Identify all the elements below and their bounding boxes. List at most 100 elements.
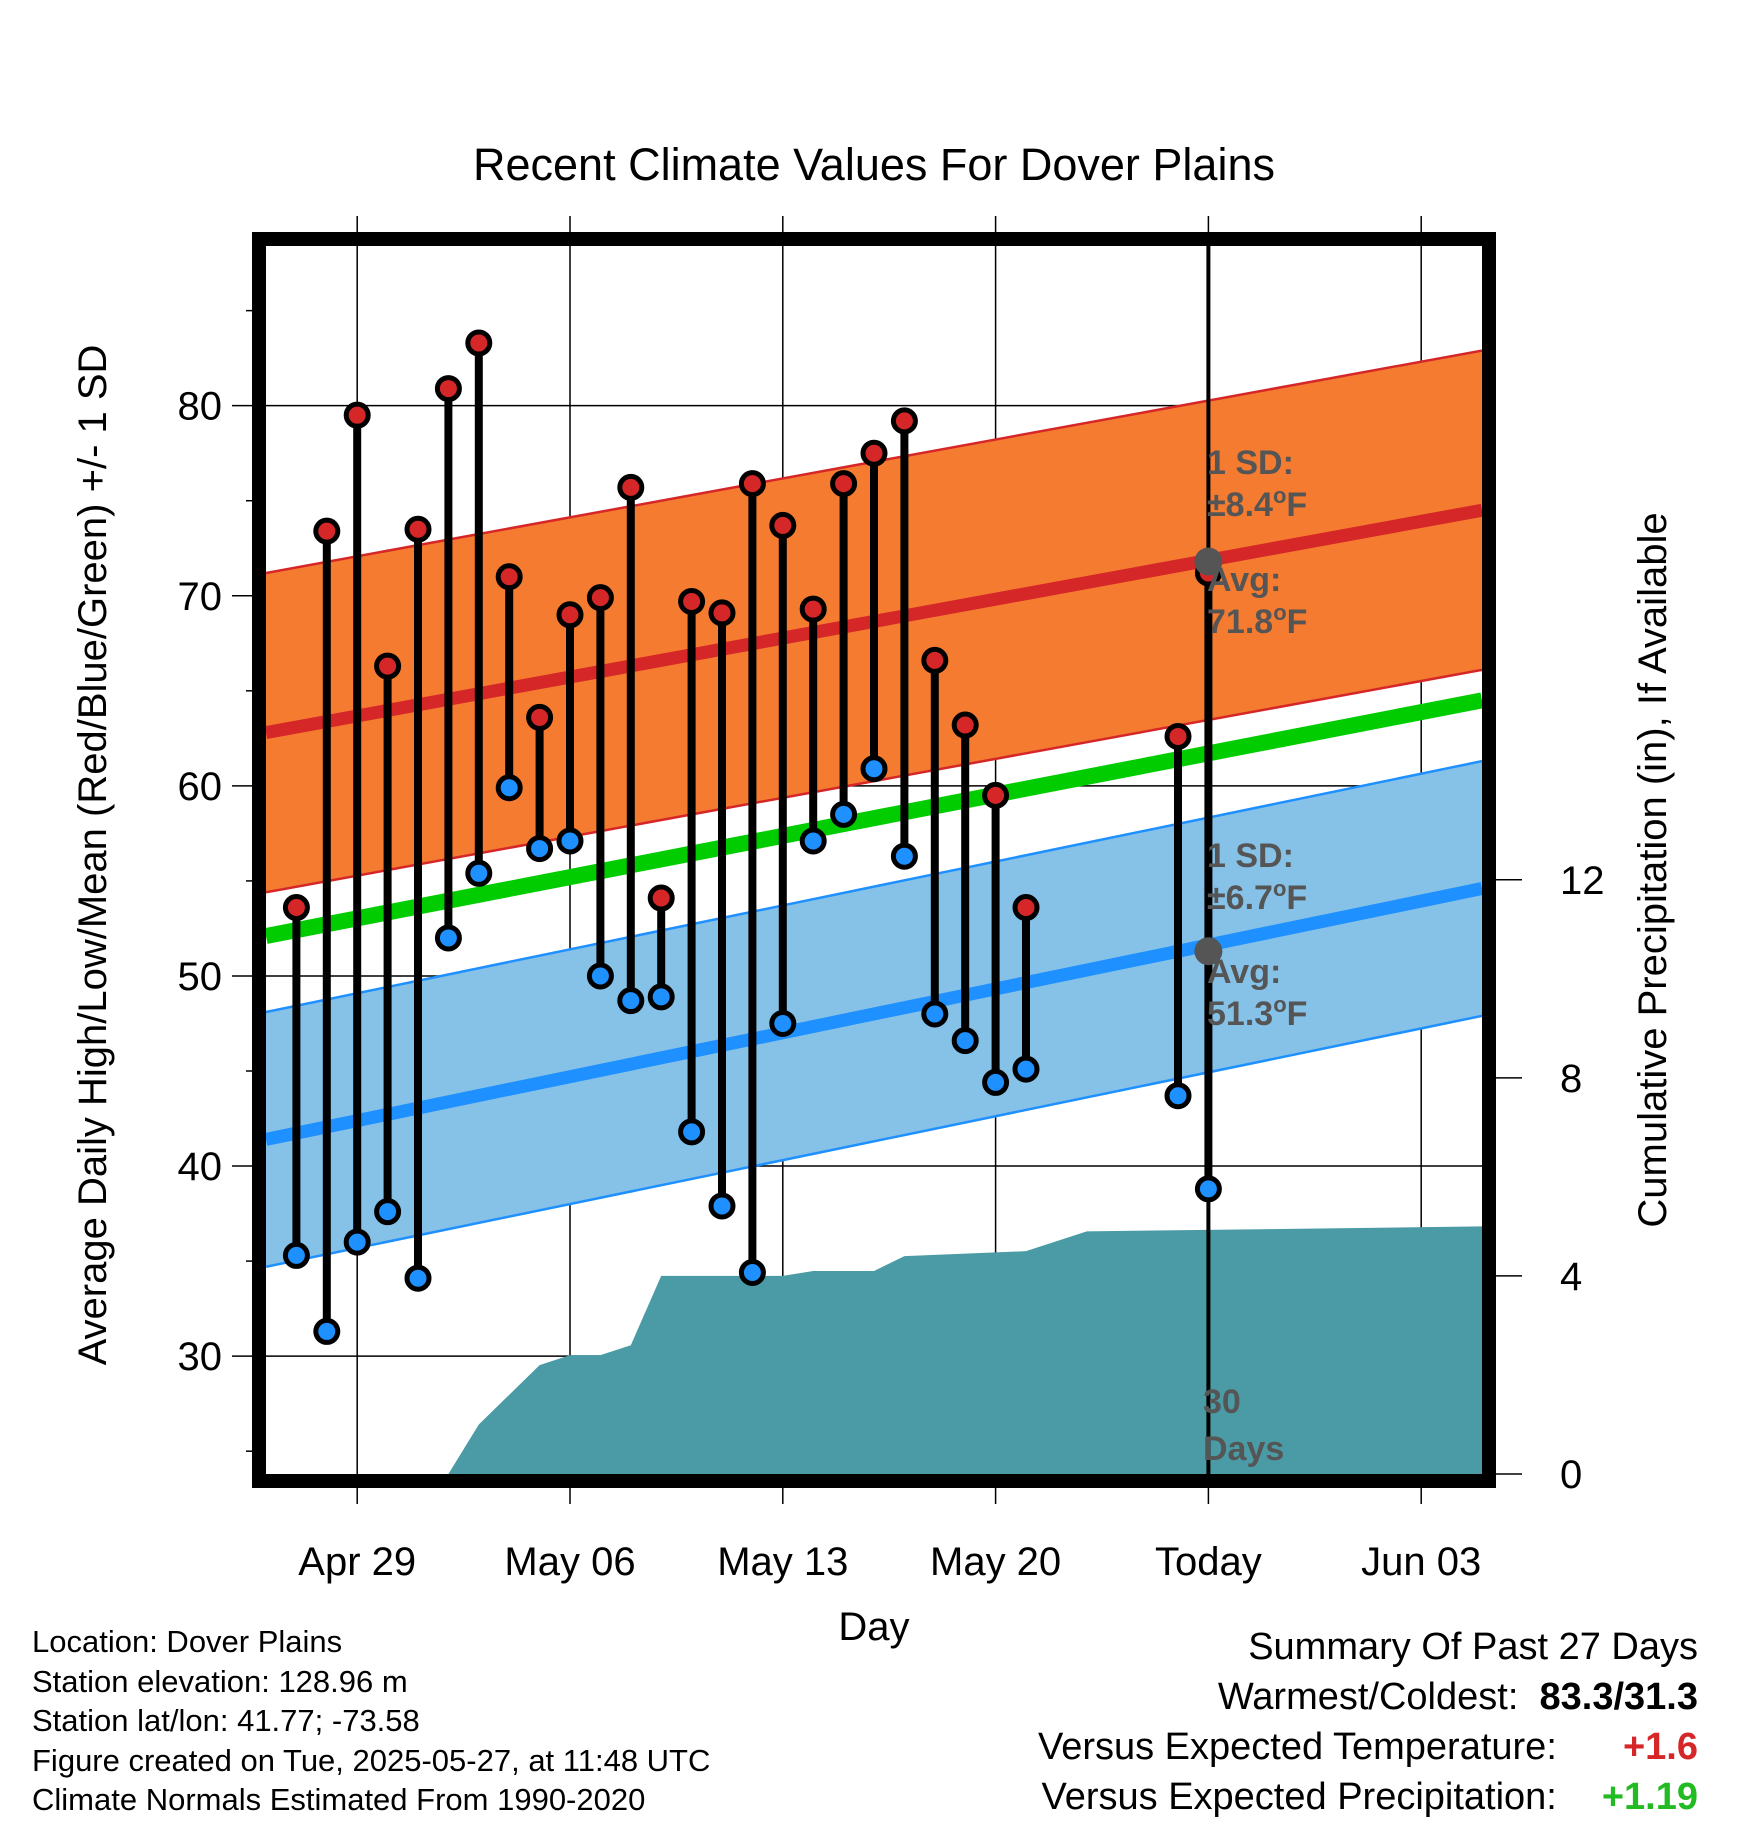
daily-low-point	[830, 800, 858, 828]
daily-high-point	[1164, 722, 1192, 750]
daily-high-point	[404, 515, 432, 543]
warm-cold-value: 83.3/31.3	[1539, 1676, 1698, 1718]
daily-low-point	[708, 1192, 736, 1220]
y-tick-label: 40	[178, 1145, 223, 1189]
summary-heading: Summary Of Past 27 Days	[1248, 1626, 1698, 1668]
x-tick-label: May 06	[504, 1540, 635, 1584]
daily-low-point	[556, 827, 584, 855]
daily-high-point	[890, 407, 918, 435]
y-tick-label: 60	[178, 765, 223, 809]
daily-low-point	[495, 774, 523, 802]
daily-high-point	[830, 470, 858, 498]
daily-low-point	[617, 987, 645, 1015]
daily-high-point	[586, 584, 614, 612]
daily-low-point	[951, 1027, 979, 1055]
high-avg-value: 71.8oF	[1207, 600, 1307, 641]
precip-row: Versus Expected Precipitation: +1.19	[1038, 1772, 1698, 1822]
daily-high-point	[647, 884, 675, 912]
today-low-avg-marker	[1194, 937, 1223, 966]
daily-low-point	[921, 1000, 949, 1028]
x-tick-label: May 13	[717, 1540, 848, 1584]
precip-value: +1.19	[1601, 1776, 1698, 1818]
precip-label: Versus Expected Precipitation:	[1041, 1776, 1557, 1818]
daily-high-point	[921, 646, 949, 674]
x-axis: Apr 29 May 06 May 13 May 20 Today Jun 03	[298, 216, 1481, 1584]
y-axis-label: Average Daily High/Low/Mean (Red/Blue/Gr…	[71, 345, 115, 1366]
low-sd-value: ±6.7oF	[1207, 876, 1307, 917]
y2-axis-label: Cumulative Precipitation (in), If Availa…	[1631, 512, 1675, 1227]
normals-text: Climate Normals Estimated From 1990-2020	[32, 1782, 646, 1817]
y2-tick-label: 4	[1560, 1255, 1582, 1299]
temp-label: Versus Expected Temperature:	[1037, 1726, 1557, 1768]
daily-low-point	[404, 1264, 432, 1292]
daily-low-point	[647, 983, 675, 1011]
y2-tick-label: 12	[1560, 859, 1605, 903]
elevation-text: Station elevation: 128.96 m	[32, 1663, 408, 1699]
low-avg-value: 51.3oF	[1207, 992, 1307, 1033]
high-sd-label: 1 SD:	[1207, 444, 1294, 482]
x-tick-label: Today	[1155, 1540, 1262, 1584]
daily-low-point	[465, 859, 493, 887]
daily-high-point	[708, 599, 736, 627]
daily-high-point	[343, 401, 371, 429]
summary-panel: Summary Of Past 27 Days Warmest/Coldest:…	[1038, 1622, 1698, 1822]
station-info: Location: Dover Plains Station elevation…	[32, 1622, 710, 1820]
daily-low-point	[1012, 1055, 1040, 1083]
today-high-avg-marker	[1194, 547, 1223, 576]
daily-high-point	[526, 703, 554, 731]
y2-tick-label: 8	[1560, 1057, 1582, 1101]
low-band-lower	[266, 1014, 1482, 1269]
daily-high-point	[465, 329, 493, 357]
x-axis-label: Day	[838, 1605, 909, 1649]
low-sd-label: 1 SD:	[1207, 837, 1294, 875]
daily-low-point	[860, 755, 888, 783]
location-text: Location: Dover Plains	[32, 1624, 343, 1659]
daily-high-point	[617, 473, 645, 501]
low-mean-line	[266, 882, 1482, 1146]
y-tick-label: 80	[178, 385, 223, 429]
high-avg-label: Avg:	[1207, 561, 1281, 599]
daily-low-point	[434, 924, 462, 952]
chart-title: Recent Climate Values For Dover Plains	[473, 139, 1275, 190]
y-axis: 30 40 50 60 70 80	[178, 309, 258, 1452]
daily-low-point	[678, 1118, 706, 1146]
daily-low-point	[1194, 1175, 1222, 1203]
daily-low-point	[526, 835, 554, 863]
high-sd-value: ±8.4oF	[1207, 483, 1307, 524]
daily-low-point	[1164, 1082, 1192, 1110]
y2-axis: 0 4 8 12	[1490, 859, 1605, 1497]
daily-high-point	[282, 894, 310, 922]
warm-cold-row: Warmest/Coldest: 83.3/31.3	[1038, 1672, 1698, 1722]
plot-frame	[252, 232, 1496, 1488]
daily-high-point	[495, 563, 523, 591]
daily-low-point	[374, 1198, 402, 1226]
daily-low-point	[890, 842, 918, 870]
warm-cold-label: Warmest/Coldest:	[1217, 1676, 1519, 1718]
daily-low-point	[313, 1317, 341, 1345]
daily-high-point	[951, 711, 979, 739]
daily-high-point	[769, 511, 797, 539]
days-number-label: 30	[1203, 1383, 1241, 1421]
daily-high-point	[678, 587, 706, 615]
daily-low-point	[343, 1228, 371, 1256]
x-tick-label: May 20	[930, 1540, 1061, 1584]
daily-high-point	[434, 375, 462, 403]
days-word-label: Days	[1203, 1430, 1284, 1468]
low-band-upper	[266, 759, 1482, 1014]
mean-line	[266, 692, 1482, 944]
low-avg-label: Avg:	[1207, 953, 1281, 991]
precip-area	[448, 1226, 1482, 1474]
daily-low-point	[982, 1068, 1010, 1096]
created-text: Figure created on Tue, 2025-05-27, at 11…	[32, 1742, 711, 1778]
daily-low-point	[586, 962, 614, 990]
y-tick-label: 30	[178, 1335, 223, 1379]
daily-low-point	[769, 1009, 797, 1037]
latlon-text: Station lat/lon: 41.77; -73.58	[32, 1703, 420, 1738]
daily-low-point	[799, 827, 827, 855]
daily-high-point	[313, 517, 341, 545]
plot-interior	[266, 246, 1482, 1474]
x-tick-label: Jun 03	[1361, 1540, 1481, 1584]
daily-high-point	[982, 781, 1010, 809]
